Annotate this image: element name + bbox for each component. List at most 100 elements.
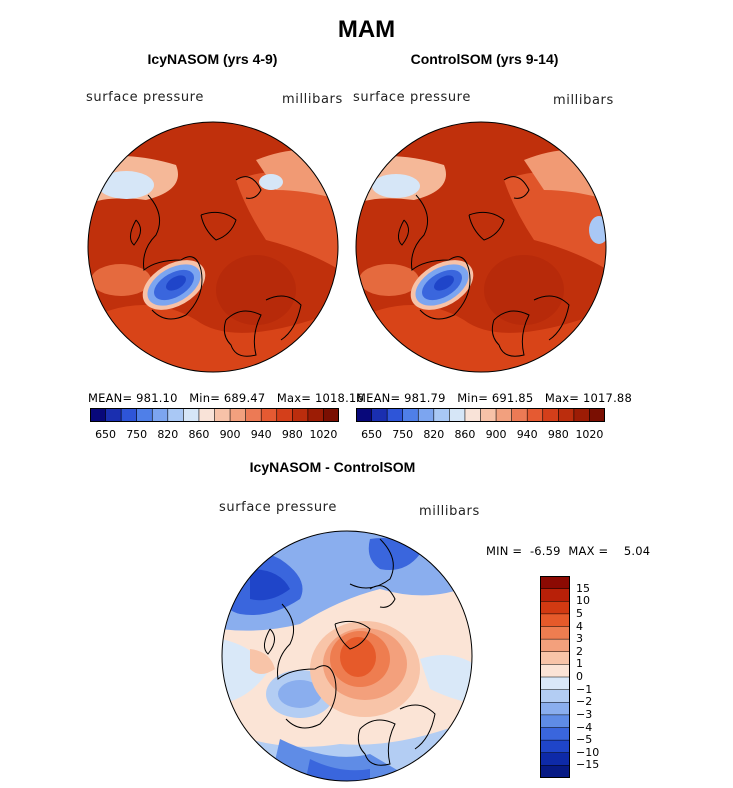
map-boundary (355, 121, 607, 373)
colorbar-swatch (214, 408, 231, 422)
colorbar-level-label: 4 (576, 619, 583, 633)
colorbar-level-label: −15 (576, 758, 600, 772)
colorbar-tick-label: 650 (361, 428, 383, 441)
panel-3-units: millibars (419, 504, 480, 519)
colorbar-swatch (121, 408, 138, 422)
colorbar-swatch (402, 408, 419, 422)
map-fill-center (216, 255, 296, 325)
colorbar-level-label: −3 (576, 707, 593, 721)
colorbar-swatch (307, 408, 324, 422)
colorbar-swatch (496, 408, 513, 422)
panel-1-title: IcyNASOM (yrs 4-9) (147, 51, 278, 67)
colorbar-tick-label: 750 (126, 428, 148, 441)
colorbar-swatch (540, 765, 570, 778)
colorbar-swatch (540, 677, 570, 691)
colorbar-swatch (540, 626, 570, 640)
panel-1-map (87, 121, 339, 373)
map-fill-e-pale (420, 655, 472, 704)
colorbar-swatch (540, 689, 570, 703)
colorbar-swatch (418, 408, 435, 422)
colorbar-level-label: −1 (576, 682, 593, 696)
colorbar-tick-label: 900 (485, 428, 507, 441)
greenland-low-3 (166, 275, 186, 291)
figure-title: MAM (337, 16, 396, 43)
colorbar-swatch (540, 702, 570, 716)
colorbar-swatch (136, 408, 153, 422)
map-fill-east (236, 172, 338, 270)
colorbar-swatch (323, 408, 339, 422)
colorbar-swatch (387, 408, 404, 422)
colorbar-swatch (558, 408, 575, 422)
panel-1-colorbar (90, 408, 339, 422)
colorbar-level-label: −4 (576, 720, 593, 734)
map-fill-nw-pale (372, 174, 420, 198)
colorbar-tick-label: 940 (516, 428, 538, 441)
colorbar-border (90, 408, 339, 422)
colorbar-swatch (480, 408, 497, 422)
greenland-low-3 (434, 275, 454, 291)
colorbar-swatch (540, 576, 570, 590)
colorbar-swatch (540, 752, 570, 766)
colorbar-tick-label: 750 (392, 428, 414, 441)
colorbar-swatch (245, 408, 262, 422)
map-boundary (221, 530, 473, 782)
colorbar-level-label: −5 (576, 733, 593, 747)
colorbar-swatch (573, 408, 590, 422)
colorbar-tick-label: 980 (281, 428, 303, 441)
panel-3-stats: MIN = -6.59 MAX = 5.04 (486, 544, 651, 558)
colorbar-swatch (464, 408, 481, 422)
panel-1-max: 1018.16 (315, 391, 364, 405)
colorbar-swatch (540, 727, 570, 741)
colorbar-level-label: 5 (576, 606, 583, 620)
map-fill-greenland-core (278, 680, 322, 708)
map-fill-east (504, 172, 606, 270)
colorbar-swatch (540, 651, 570, 665)
panel-1-colorbar-ticks: 650 750 820 860 900 940 980 1020 (90, 428, 339, 442)
panel-2-stats: MEAN= 981.79 Min= 691.85 Max= 1017.88 (356, 391, 632, 405)
coastlines (398, 139, 585, 357)
map-fill-south-core (305, 759, 370, 781)
colorbar-swatch (433, 408, 450, 422)
colorbar-swatch (540, 588, 570, 602)
map-fill-w (91, 264, 151, 296)
panel-1-stats: MEAN= 981.10 Min= 689.47 Max= 1018.16 (88, 391, 364, 405)
panel-2-max: 1017.88 (583, 391, 632, 405)
colorbar-tick-label: 820 (157, 428, 179, 441)
panel-2-mean: 981.79 (404, 391, 446, 405)
colorbar-level-label: −2 (576, 695, 593, 709)
colorbar-swatch (511, 408, 528, 422)
colorbar-swatch (183, 408, 200, 422)
colorbar-swatch (589, 408, 605, 422)
colorbar-swatch (371, 408, 388, 422)
colorbar-tick-label: 1020 (575, 428, 604, 441)
colorbar-swatch (167, 408, 184, 422)
colorbar-tick-label: 1020 (309, 428, 338, 441)
colorbar-level-label: −10 (576, 745, 600, 759)
colorbar-tick-label: 820 (423, 428, 445, 441)
colorbar-swatch (449, 408, 466, 422)
map-fill-w-warm (250, 649, 275, 674)
colorbar-level-label: 2 (576, 644, 583, 658)
colorbar-level-label: 1 (576, 657, 583, 671)
colorbar-level-label: 10 (576, 594, 590, 608)
map-fill-w (359, 264, 419, 296)
colorbar-tick-label: 860 (454, 428, 476, 441)
colorbar-swatch (292, 408, 309, 422)
colorbar-swatch (90, 408, 106, 422)
colorbar-swatch (540, 664, 570, 678)
colorbar-border (356, 408, 605, 422)
map-fill-ne-pale (259, 174, 283, 190)
panel-2-min: 691.85 (491, 391, 534, 405)
colorbar-swatch (540, 740, 570, 754)
colorbar-swatch (540, 639, 570, 653)
panel-1-mean: 981.10 (136, 391, 178, 405)
colorbar-level-label: 0 (576, 670, 583, 683)
panel-2-map (355, 121, 607, 373)
panel-3-max: 5.04 (623, 544, 651, 558)
colorbar-swatch (540, 714, 570, 728)
panel-2-colorbar (356, 408, 605, 422)
coastlines (264, 538, 471, 766)
panel-2-units: millibars (553, 93, 614, 108)
colorbar-swatch (198, 408, 215, 422)
colorbar-swatch (542, 408, 559, 422)
